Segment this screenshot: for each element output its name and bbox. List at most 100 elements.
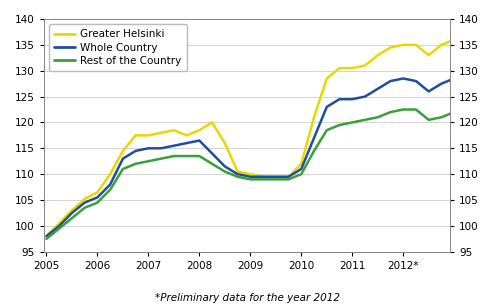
Greater Helsinki [273, 175, 279, 178]
Whole Country [197, 139, 203, 142]
Whole Country [158, 147, 164, 150]
Greater Helsinki [464, 38, 470, 42]
Whole Country [286, 175, 291, 178]
Rest of the Country [107, 188, 113, 192]
Whole Country [477, 69, 483, 73]
Rest of the Country [477, 102, 483, 106]
Greater Helsinki [298, 162, 304, 166]
Whole Country [439, 82, 445, 85]
Whole Country [82, 201, 87, 204]
Line: Whole Country: Whole Country [46, 68, 494, 236]
Greater Helsinki [158, 131, 164, 135]
Greater Helsinki [426, 54, 432, 57]
Whole Country [107, 183, 113, 186]
Rest of the Country [400, 108, 406, 111]
Rest of the Country [158, 157, 164, 161]
Whole Country [349, 97, 355, 101]
Rest of the Country [171, 154, 177, 158]
Rest of the Country [375, 116, 381, 119]
Whole Country [311, 136, 317, 140]
Greater Helsinki [387, 46, 393, 49]
Greater Helsinki [477, 35, 483, 39]
Whole Country [133, 149, 139, 153]
Whole Country [451, 77, 457, 80]
Greater Helsinki [400, 43, 406, 47]
Rest of the Country [490, 97, 494, 101]
Greater Helsinki [197, 128, 203, 132]
Whole Country [336, 97, 342, 101]
Rest of the Country [43, 237, 49, 241]
Greater Helsinki [349, 66, 355, 70]
Rest of the Country [387, 110, 393, 114]
Greater Helsinki [56, 221, 62, 225]
Whole Country [184, 141, 190, 145]
Whole Country [43, 234, 49, 238]
Rest of the Country [145, 159, 151, 163]
Greater Helsinki [133, 133, 139, 137]
Whole Country [69, 211, 75, 215]
Greater Helsinki [235, 170, 241, 173]
Greater Helsinki [222, 141, 228, 145]
Whole Country [56, 224, 62, 228]
Greater Helsinki [375, 54, 381, 57]
Rest of the Country [235, 175, 241, 178]
Whole Country [426, 90, 432, 93]
Rest of the Country [273, 178, 279, 181]
Whole Country [490, 66, 494, 70]
Whole Country [235, 172, 241, 176]
Rest of the Country [56, 227, 62, 230]
Whole Country [413, 79, 419, 83]
Rest of the Country [120, 167, 126, 171]
Rest of the Country [464, 108, 470, 111]
Whole Country [298, 167, 304, 171]
Line: Greater Helsinki: Greater Helsinki [46, 24, 494, 236]
Greater Helsinki [94, 190, 100, 194]
Rest of the Country [133, 162, 139, 166]
Rest of the Country [324, 128, 329, 132]
Rest of the Country [426, 118, 432, 122]
Whole Country [94, 195, 100, 199]
Rest of the Country [336, 123, 342, 127]
Whole Country [400, 77, 406, 80]
Rest of the Country [286, 178, 291, 181]
Rest of the Country [362, 118, 368, 122]
Whole Country [209, 152, 215, 155]
Whole Country [387, 79, 393, 83]
Whole Country [222, 164, 228, 168]
Greater Helsinki [120, 149, 126, 153]
Whole Country [171, 144, 177, 147]
Rest of the Country [298, 172, 304, 176]
Greater Helsinki [209, 121, 215, 124]
Greater Helsinki [336, 66, 342, 70]
Greater Helsinki [439, 43, 445, 47]
Rest of the Country [413, 108, 419, 111]
Whole Country [273, 175, 279, 178]
Whole Country [375, 87, 381, 91]
Whole Country [145, 147, 151, 150]
Text: *Preliminary data for the year 2012: *Preliminary data for the year 2012 [155, 293, 339, 303]
Legend: Greater Helsinki, Whole Country, Rest of the Country: Greater Helsinki, Whole Country, Rest of… [49, 24, 187, 71]
Whole Country [464, 74, 470, 78]
Rest of the Country [184, 154, 190, 158]
Rest of the Country [69, 216, 75, 220]
Greater Helsinki [82, 197, 87, 201]
Rest of the Country [247, 178, 253, 181]
Rest of the Country [222, 170, 228, 173]
Greater Helsinki [451, 38, 457, 42]
Rest of the Country [451, 110, 457, 114]
Greater Helsinki [43, 234, 49, 238]
Rest of the Country [209, 162, 215, 166]
Greater Helsinki [107, 172, 113, 176]
Whole Country [120, 157, 126, 161]
Greater Helsinki [413, 43, 419, 47]
Rest of the Country [260, 178, 266, 181]
Greater Helsinki [260, 175, 266, 178]
Rest of the Country [197, 154, 203, 158]
Greater Helsinki [490, 25, 494, 29]
Whole Country [260, 175, 266, 178]
Greater Helsinki [311, 116, 317, 119]
Greater Helsinki [69, 209, 75, 212]
Rest of the Country [94, 201, 100, 204]
Greater Helsinki [362, 64, 368, 67]
Rest of the Country [82, 206, 87, 209]
